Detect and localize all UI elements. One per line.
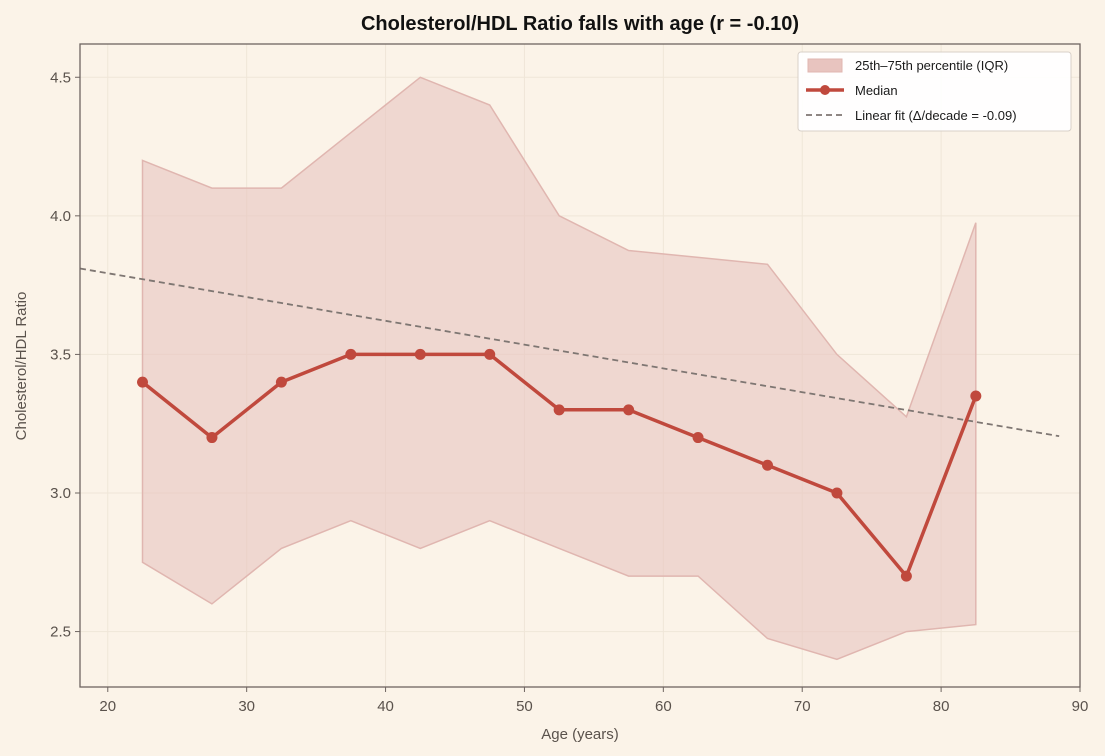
x-tick-label-70: 70: [794, 698, 811, 715]
y-tick-label-2.5: 2.5: [50, 624, 71, 641]
median-point-82.5: [970, 390, 982, 402]
median-point-62.5: [692, 432, 704, 444]
x-tick-label-30: 30: [238, 698, 255, 715]
median-point-57.5: [623, 404, 635, 416]
legend-swatch-iqr: [807, 58, 843, 73]
y-tick-label-3.0: 3.0: [50, 485, 71, 502]
x-axis-label: Age (years): [541, 726, 619, 743]
legend-box: [797, 51, 1072, 132]
x-tick-label-90: 90: [1072, 698, 1089, 715]
y-axis-ticks: 2.5 3.0 3.5 4.0 4.5: [50, 69, 80, 641]
x-tick-label-40: 40: [377, 698, 394, 715]
x-tick-label-60: 60: [655, 698, 672, 715]
plot-frame: [79, 43, 1081, 688]
median-point-77.5: [900, 570, 912, 582]
x-axis-ticks: 20 30 40 50 60 70 80 90: [99, 687, 1088, 715]
median-points: [137, 348, 982, 582]
x-tick-label-80: 80: [933, 698, 950, 715]
median-point-22.5: [137, 376, 148, 388]
y-tick-label-4.5: 4.5: [50, 69, 71, 86]
y-axis-label: Cholesterol/HDL Ratio: [13, 292, 30, 441]
y-tick-label-3.5: 3.5: [50, 346, 71, 363]
median-point-47.5: [484, 348, 496, 360]
y-tick-label-4.0: 4.0: [50, 208, 71, 225]
legend-swatch-median-marker: [820, 85, 830, 95]
median-point-32.5: [275, 376, 287, 388]
legend-label-median: Median: [855, 83, 898, 98]
median-point-42.5: [414, 348, 426, 360]
legend-label-iqr: 25th–75th percentile (IQR): [855, 58, 1008, 73]
linear-fit-line: [79, 267, 1060, 438]
x-tick-label-50: 50: [516, 698, 533, 715]
median-point-27.5: [206, 432, 218, 444]
x-tick-label-20: 20: [99, 698, 116, 715]
median-point-37.5: [345, 348, 357, 360]
median-point-67.5: [762, 459, 773, 471]
chart-title: Cholesterol/HDL Ratio falls with age (r …: [361, 13, 799, 35]
legend: 25th–75th percentile (IQR) Median Linear…: [797, 51, 1072, 132]
median-point-72.5: [831, 487, 843, 499]
iqr-band: [141, 76, 977, 661]
median-point-52.5: [553, 404, 565, 416]
legend-label-fit: Linear fit (Δ/decade = -0.09): [855, 108, 1017, 123]
